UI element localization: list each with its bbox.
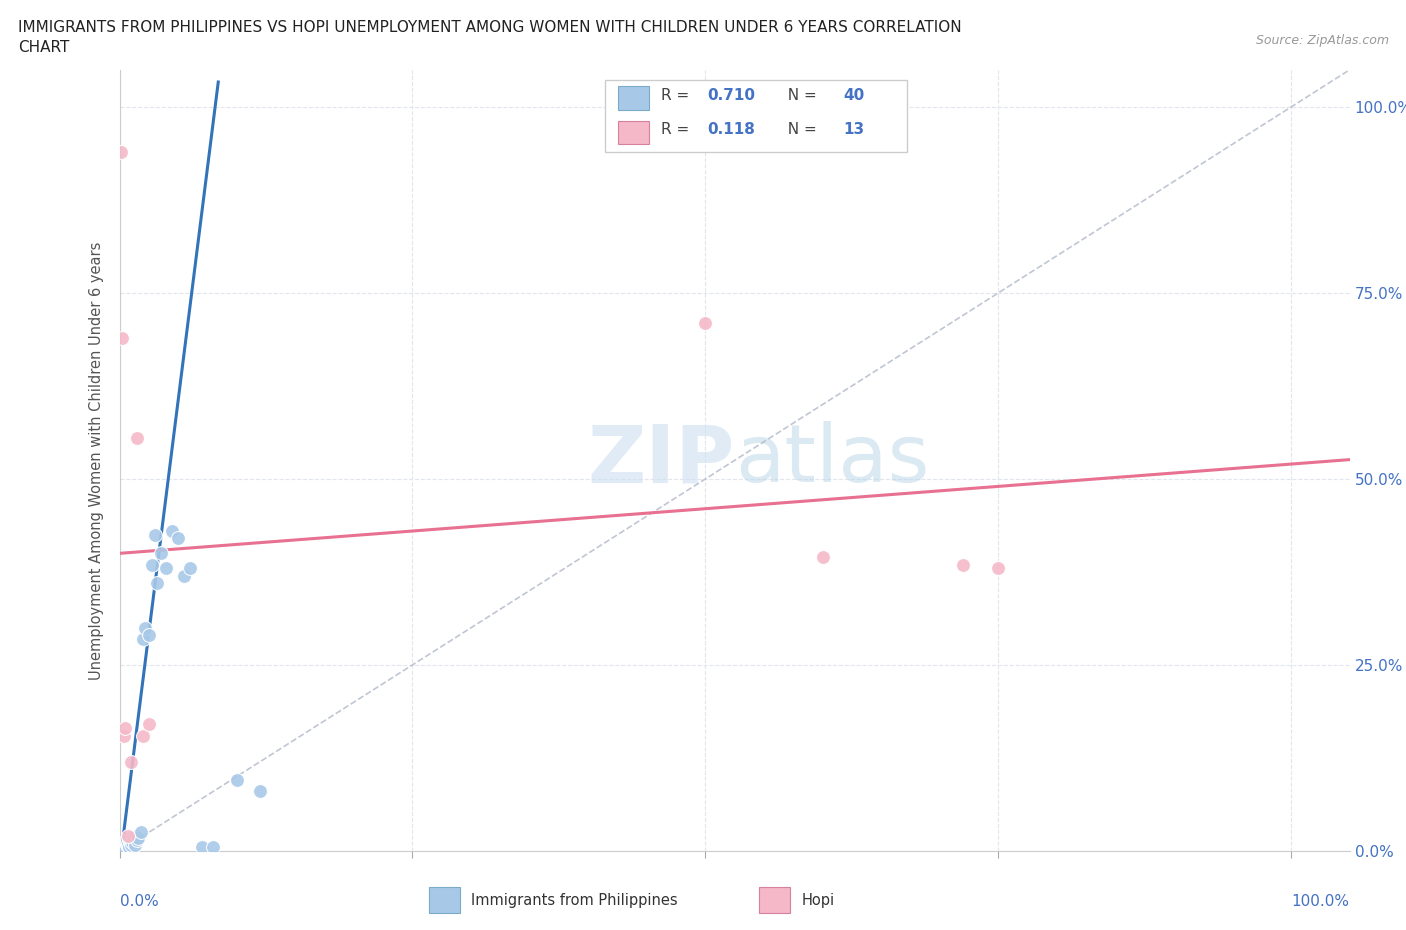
Text: R =: R = [661, 87, 695, 102]
Point [225, 773, 247, 788]
Text: 40: 40 [844, 87, 865, 102]
Text: ZIP: ZIP [588, 421, 734, 499]
Point [952, 557, 974, 572]
Point [111, 838, 134, 853]
Point [149, 546, 172, 561]
Point [695, 315, 717, 330]
Point [122, 830, 145, 845]
Text: R =: R = [661, 122, 695, 137]
Point [120, 834, 141, 849]
Point [987, 561, 1010, 576]
Point [127, 431, 149, 445]
Point [202, 840, 225, 855]
Point [173, 568, 195, 583]
Text: 13: 13 [844, 122, 865, 137]
Point [162, 524, 183, 538]
Point [155, 561, 177, 576]
Point [114, 721, 136, 736]
Point [111, 842, 134, 857]
Point [112, 834, 135, 849]
Text: 0.118: 0.118 [707, 122, 755, 137]
Point [120, 754, 142, 769]
Text: N =: N = [778, 87, 821, 102]
Point [112, 836, 135, 851]
Point [110, 144, 132, 159]
Point [117, 836, 139, 851]
Text: N =: N = [778, 122, 821, 137]
Point [114, 838, 136, 853]
Point [111, 330, 134, 345]
FancyBboxPatch shape [606, 80, 907, 152]
Point [117, 839, 139, 854]
Point [114, 842, 136, 857]
Point [117, 829, 139, 844]
Text: 100.0%: 100.0% [1292, 894, 1350, 909]
Point [115, 838, 138, 853]
Point [249, 784, 271, 799]
Text: CHART: CHART [18, 40, 70, 55]
Point [143, 527, 166, 542]
Point [134, 620, 156, 635]
Point [190, 840, 212, 855]
Point [129, 825, 152, 840]
FancyBboxPatch shape [617, 86, 648, 110]
Point [146, 576, 169, 591]
Text: IMMIGRANTS FROM PHILIPPINES VS HOPI UNEMPLOYMENT AMONG WOMEN WITH CHILDREN UNDER: IMMIGRANTS FROM PHILIPPINES VS HOPI UNEM… [18, 20, 962, 35]
Point [179, 561, 201, 576]
Point [115, 832, 138, 847]
Point [112, 728, 135, 743]
Text: 0.710: 0.710 [707, 87, 755, 102]
Point [112, 841, 135, 856]
FancyBboxPatch shape [617, 121, 648, 144]
Point [127, 832, 149, 847]
Point [138, 717, 160, 732]
Text: Source: ZipAtlas.com: Source: ZipAtlas.com [1256, 34, 1389, 47]
Point [124, 838, 146, 853]
Y-axis label: Unemployment Among Women with Children Under 6 years: Unemployment Among Women with Children U… [89, 241, 104, 680]
Point [118, 840, 141, 855]
Point [112, 840, 135, 855]
Point [125, 829, 148, 844]
Text: atlas: atlas [734, 421, 929, 499]
Point [110, 840, 132, 855]
Point [120, 838, 142, 853]
Point [132, 631, 155, 646]
Text: Immigrants from Philippines: Immigrants from Philippines [471, 893, 678, 908]
Point [132, 728, 155, 743]
Point [120, 832, 142, 847]
Point [127, 830, 149, 845]
Text: 0.0%: 0.0% [120, 894, 159, 909]
Point [141, 557, 163, 572]
Point [138, 628, 160, 643]
Text: Hopi: Hopi [801, 893, 835, 908]
Point [121, 834, 143, 849]
Point [167, 531, 190, 546]
Point [811, 550, 834, 565]
